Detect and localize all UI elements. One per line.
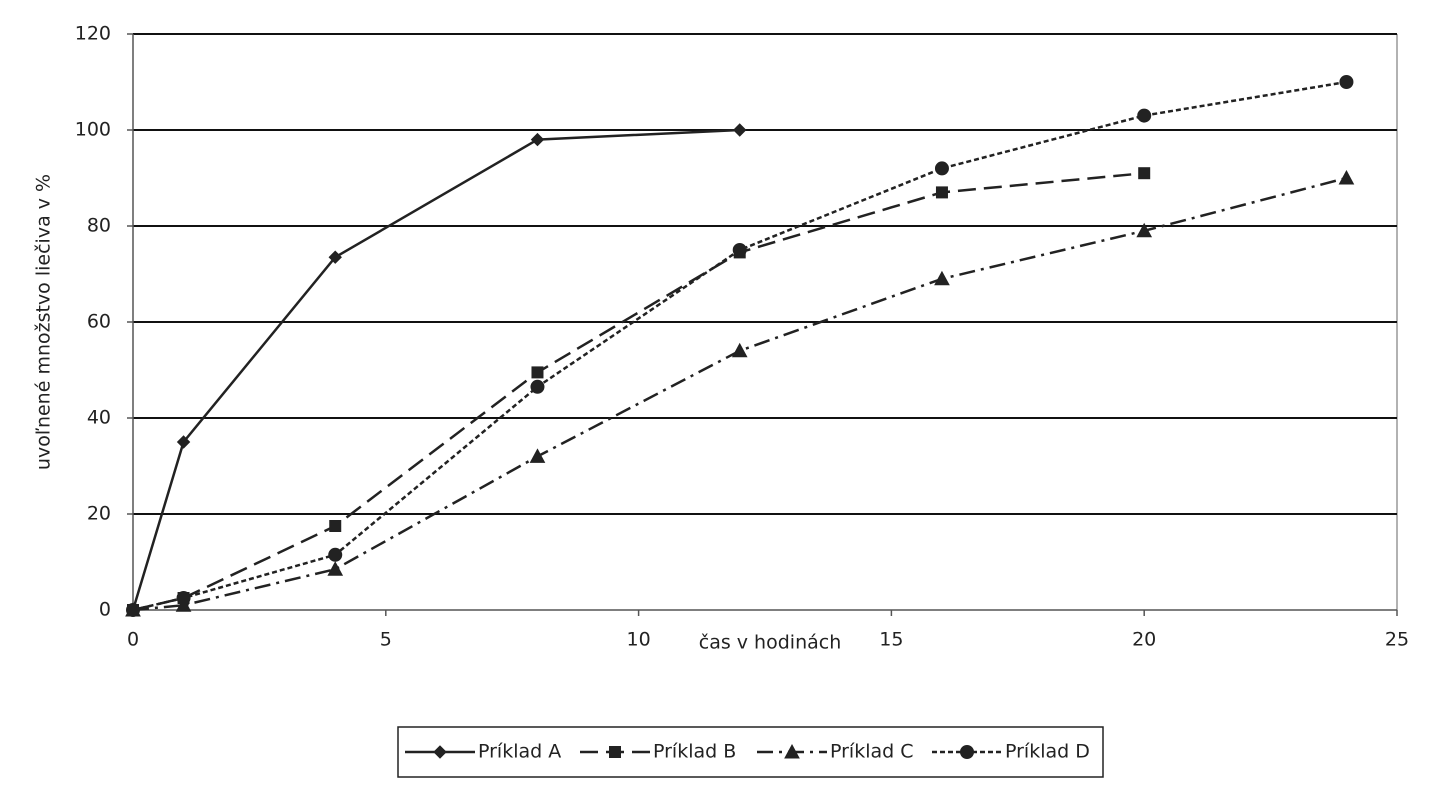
series-line [131,128,740,611]
series-line [132,176,1347,612]
y-tick-label: 0 [99,599,111,621]
marker [731,342,748,358]
y-tick-label: 40 [87,407,111,429]
marker [327,561,344,576]
marker [328,250,342,264]
legend-marker [960,745,974,759]
marker [1136,222,1153,238]
series-line [132,80,1347,612]
y-tick-label: 80 [87,215,111,237]
marker [934,161,949,176]
marker [529,448,546,463]
y-axis-label: uvoľnené množstvo liečiva v % [33,174,55,470]
marker [328,547,343,562]
x-tick-label: 25 [1385,629,1409,651]
marker [1338,169,1355,185]
legend-label: Príklad D [1005,741,1090,763]
marker [176,435,191,449]
legend-marker [784,743,800,759]
legend-marker [433,745,447,759]
marker [329,520,342,532]
series-line [132,171,1145,612]
marker [733,123,747,137]
x-tick-label: 20 [1132,629,1156,651]
marker [935,186,948,199]
y-tick-label: 20 [87,503,111,525]
x-tick-label: 5 [380,629,392,651]
marker [531,366,544,379]
marker [1138,167,1151,180]
marker [732,243,747,257]
marker [530,379,545,394]
y-tick-label: 60 [87,311,111,333]
y-tick-label: 100 [75,119,111,141]
marker [126,603,140,617]
marker [934,270,950,286]
legend-label: Príklad C [830,741,914,763]
marker [1137,108,1152,123]
x-tick-label: 10 [627,629,651,651]
x-tick-label: 15 [879,629,903,651]
legend-marker [609,746,621,758]
x-axis-label: čas v hodinách [699,632,842,654]
marker [176,591,191,605]
marker [1339,75,1354,89]
legend-box [397,726,1104,778]
legend-label: Príklad A [478,741,561,763]
y-tick-label: 120 [75,23,111,45]
legend-label: Príklad B [653,741,736,763]
x-tick-label: 0 [127,629,139,651]
marker [530,132,545,147]
